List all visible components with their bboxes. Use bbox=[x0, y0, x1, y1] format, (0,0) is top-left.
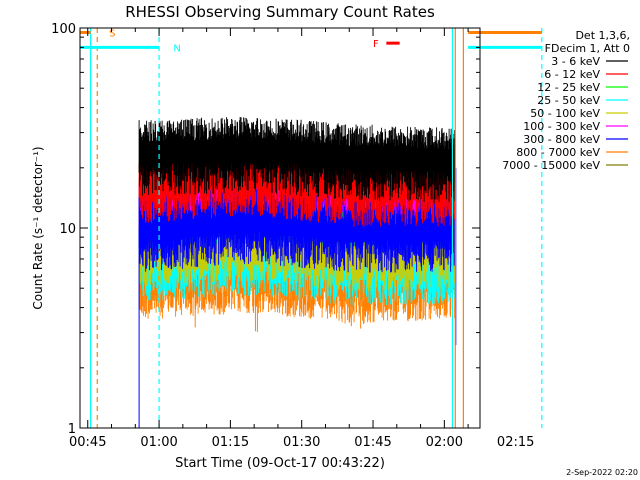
legend-label: 25 - 50 keV bbox=[537, 94, 600, 107]
legend-label: 800 - 7000 keV bbox=[516, 146, 600, 159]
footer-date: 2-Sep-2022 02:20 bbox=[566, 468, 638, 477]
legend-label: 50 - 100 keV bbox=[530, 107, 600, 120]
annotation-label: N bbox=[173, 43, 180, 54]
x-tick-label: 00:45 bbox=[69, 435, 106, 450]
x-axis-label: Start Time (09-Oct-17 00:43:22) bbox=[175, 456, 385, 471]
x-tick-label: 01:00 bbox=[140, 435, 177, 450]
legend-label: 7000 - 15000 keV bbox=[502, 159, 600, 172]
legend-label: 300 - 800 keV bbox=[523, 133, 600, 146]
x-tick-label: 01:45 bbox=[354, 435, 391, 450]
x-tick-label: 01:15 bbox=[212, 435, 249, 450]
y-tick-label: 10 bbox=[59, 222, 76, 237]
annotation-label: S bbox=[109, 28, 115, 39]
legend-label: 100 - 300 keV bbox=[523, 120, 600, 133]
annotation-label: F bbox=[373, 39, 379, 50]
legend-label: 12 - 25 keV bbox=[537, 81, 600, 94]
y-tick-label: 1 bbox=[68, 422, 76, 437]
legend-header-2: FDecim 1, Att 0 bbox=[545, 42, 630, 55]
x-tick-label: 02:15 bbox=[497, 435, 534, 450]
x-tick-label: 01:30 bbox=[283, 435, 320, 450]
legend-label: 3 - 6 keV bbox=[551, 55, 600, 68]
series-trace bbox=[138, 188, 456, 273]
y-tick-label: 100 bbox=[51, 22, 76, 37]
x-tick-label: 02:00 bbox=[426, 435, 463, 450]
series-trace bbox=[138, 117, 456, 204]
y-axis-label: Count Rate (s⁻¹ detector⁻¹) bbox=[31, 146, 45, 309]
legend-label: 6 - 12 keV bbox=[544, 68, 600, 81]
legend-header-1: Det 1,3,6, bbox=[575, 29, 630, 42]
chart-title: RHESSI Observing Summary Count Rates bbox=[125, 3, 435, 21]
